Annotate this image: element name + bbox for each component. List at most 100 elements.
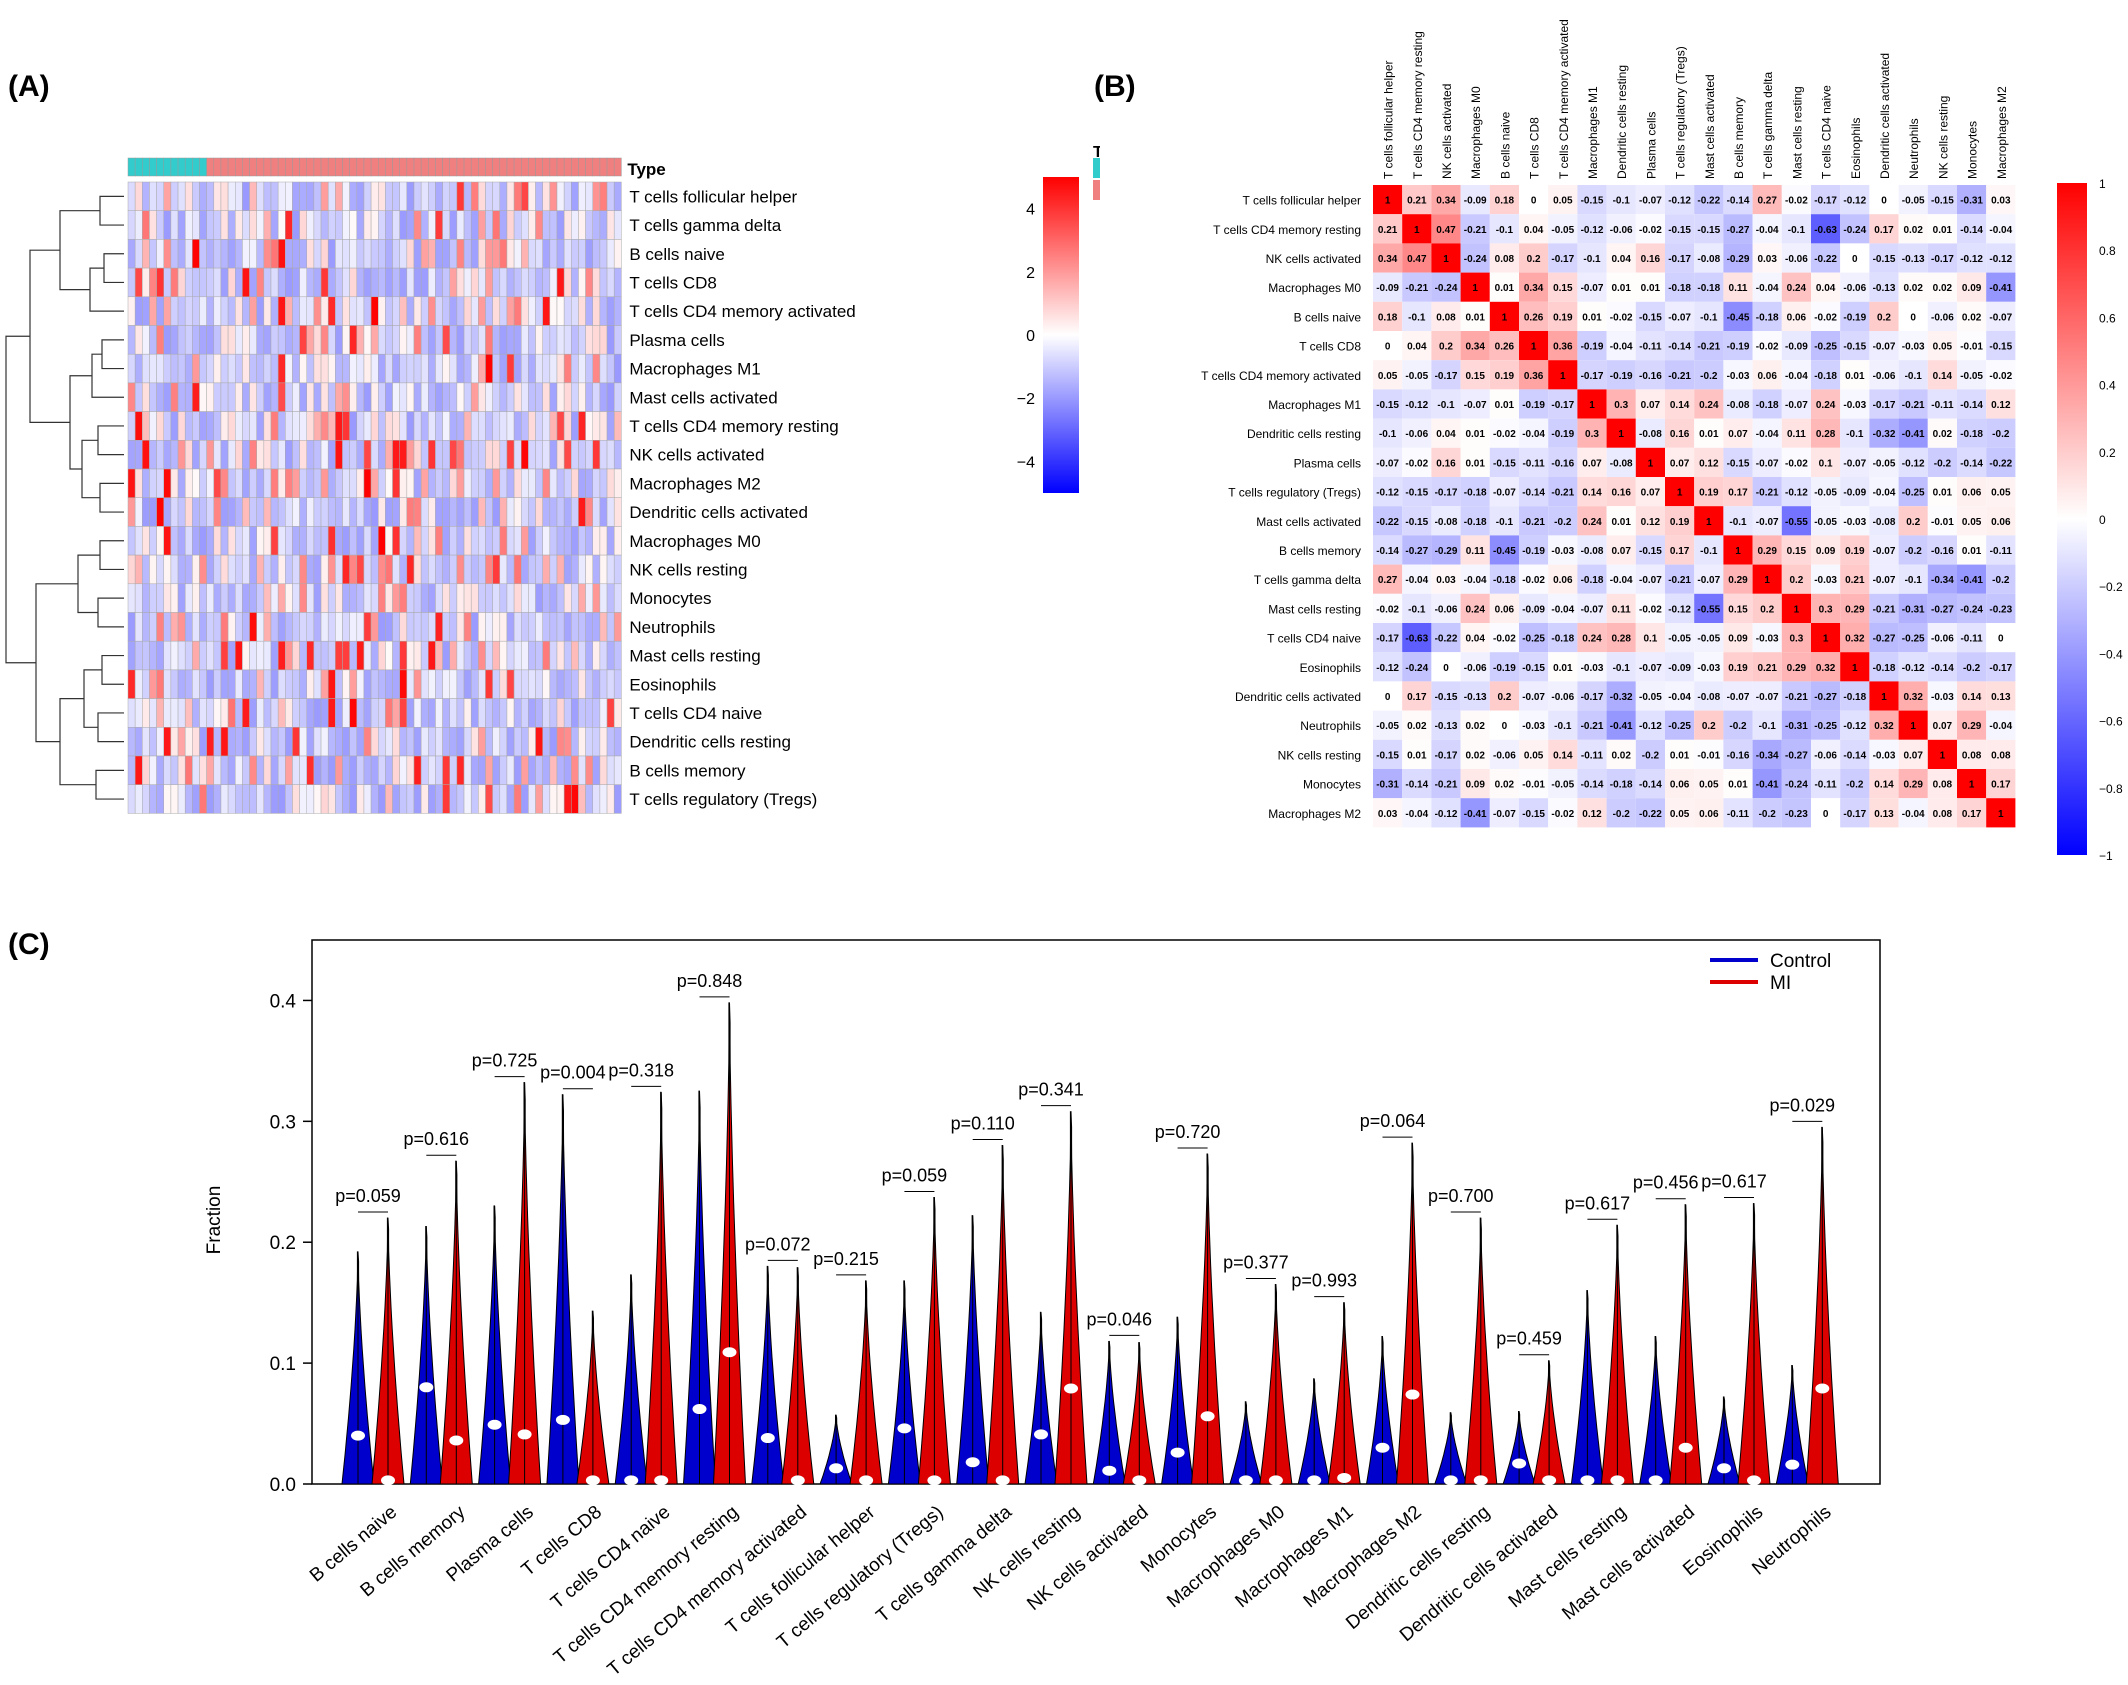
correlation-cell <box>1898 681 1928 711</box>
correlation-value: -0.2 <box>1992 429 2010 440</box>
heatmap-cell <box>606 181 615 211</box>
heatmap-cell <box>149 382 157 412</box>
correlation-cell <box>1957 652 1987 682</box>
heatmap-cell <box>163 640 172 671</box>
violin-median <box>1747 1475 1761 1486</box>
heatmap-cell <box>184 267 193 298</box>
heatmap-cell <box>320 583 329 613</box>
heatmap-cell <box>521 296 529 326</box>
heatmap-cell <box>542 669 551 699</box>
heatmap-cell <box>127 468 136 498</box>
correlation-value: -0.18 <box>1464 488 1487 499</box>
heatmap-cell <box>442 468 451 498</box>
heatmap-cell <box>263 440 272 470</box>
correlation-value: -0.21 <box>1581 721 1604 732</box>
correlation-cell <box>1606 418 1636 448</box>
heatmap-cell <box>599 440 608 470</box>
correlation-value: -0.15 <box>1376 750 1399 761</box>
row-label: T cells follicular helper <box>629 187 797 206</box>
heatmap-cell <box>370 210 379 240</box>
violin-median <box>1034 1429 1048 1440</box>
correlation-cell <box>1460 214 1490 244</box>
correlation-value: 0.19 <box>1845 546 1865 557</box>
correlation-cell <box>1635 593 1665 623</box>
correlation-cell <box>1373 739 1403 769</box>
correlation-cell <box>1723 593 1753 623</box>
correlation-value: 0.09 <box>1728 634 1748 645</box>
heatmap-cell <box>385 325 393 355</box>
correlation-value: -0.05 <box>1814 517 1837 528</box>
heatmap-cell <box>249 554 257 585</box>
heatmap-cell <box>506 755 515 785</box>
row-label: Plasma cells <box>1294 456 1361 470</box>
correlation-value: -0.14 <box>1843 750 1866 761</box>
heatmap-cell <box>242 669 250 699</box>
heatmap-cell <box>449 382 458 412</box>
heatmap-cell <box>513 239 522 269</box>
correlation-value: -0.11 <box>1931 400 1954 411</box>
correlation-cell <box>1635 389 1665 419</box>
p-value-label: p=0.318 <box>608 1060 674 1080</box>
heatmap-cell <box>363 784 372 814</box>
heatmap-cell <box>392 698 400 728</box>
heatmap-cell <box>320 526 329 556</box>
heatmap-cell <box>127 210 136 240</box>
column-label: Mast cells resting <box>1790 86 1804 179</box>
heatmap-cell <box>478 526 486 556</box>
correlation-cell <box>1723 798 1753 828</box>
heatmap-cell <box>220 325 229 355</box>
heatmap-cell <box>485 325 493 355</box>
heatmap-cell <box>349 181 358 211</box>
correlation-cell <box>1489 418 1519 448</box>
heatmap-cell <box>206 755 215 785</box>
heatmap-cell <box>549 267 558 298</box>
heatmap-cell <box>463 468 472 498</box>
correlation-value: -0.1 <box>1496 225 1514 236</box>
correlation-value: -0.07 <box>1873 546 1896 557</box>
correlation-cell <box>1752 389 1782 419</box>
correlation-value: -0.13 <box>1873 283 1896 294</box>
heatmap-cell <box>442 267 451 298</box>
heatmap-cell <box>142 468 150 498</box>
heatmap-cell <box>163 210 172 240</box>
heatmap-cell <box>342 727 350 757</box>
correlation-value: -0.06 <box>1873 371 1896 382</box>
correlation-value: -0.03 <box>1843 517 1866 528</box>
heatmap-cell <box>513 411 522 441</box>
heatmap-cell <box>163 411 172 441</box>
correlation-cell <box>1898 272 1928 302</box>
correlation-cell <box>1781 710 1811 740</box>
heatmap-cell <box>256 239 265 269</box>
correlation-cell <box>1606 331 1636 361</box>
heatmap-cell <box>478 468 486 498</box>
correlation-value: 0.04 <box>1524 225 1544 236</box>
heatmap-cell <box>292 784 300 814</box>
heatmap-cell <box>313 468 322 498</box>
correlation-cell <box>1548 710 1578 740</box>
heatmap-cell <box>349 526 358 556</box>
dendrogram-branch <box>91 353 124 398</box>
heatmap-cell <box>263 554 272 585</box>
group-cell <box>399 157 408 177</box>
heatmap-cell <box>235 583 243 613</box>
correlation-value: 0.47 <box>1436 225 1456 236</box>
heatmap-cell <box>513 755 522 785</box>
heatmap-cell <box>220 382 229 412</box>
heatmap-cell <box>156 181 165 211</box>
heatmap-cell <box>585 382 593 412</box>
correlation-value: 0.09 <box>1816 546 1836 557</box>
heatmap-cell <box>142 267 150 298</box>
group-cell <box>320 157 329 177</box>
heatmap-cell <box>378 353 386 384</box>
row-label: Monocytes <box>629 589 711 608</box>
correlation-value: 0.07 <box>1933 721 1953 732</box>
heatmap-cell <box>149 296 157 326</box>
heatmap-cell <box>277 267 286 298</box>
correlation-cell <box>1460 272 1490 302</box>
correlation-cell <box>1548 681 1578 711</box>
heatmap-cell <box>184 727 193 757</box>
heatmap-cell <box>277 784 286 814</box>
row-label: T cells CD4 naive <box>1267 632 1361 646</box>
heatmap-cell <box>442 497 451 527</box>
correlation-value: 0.13 <box>1874 809 1894 820</box>
